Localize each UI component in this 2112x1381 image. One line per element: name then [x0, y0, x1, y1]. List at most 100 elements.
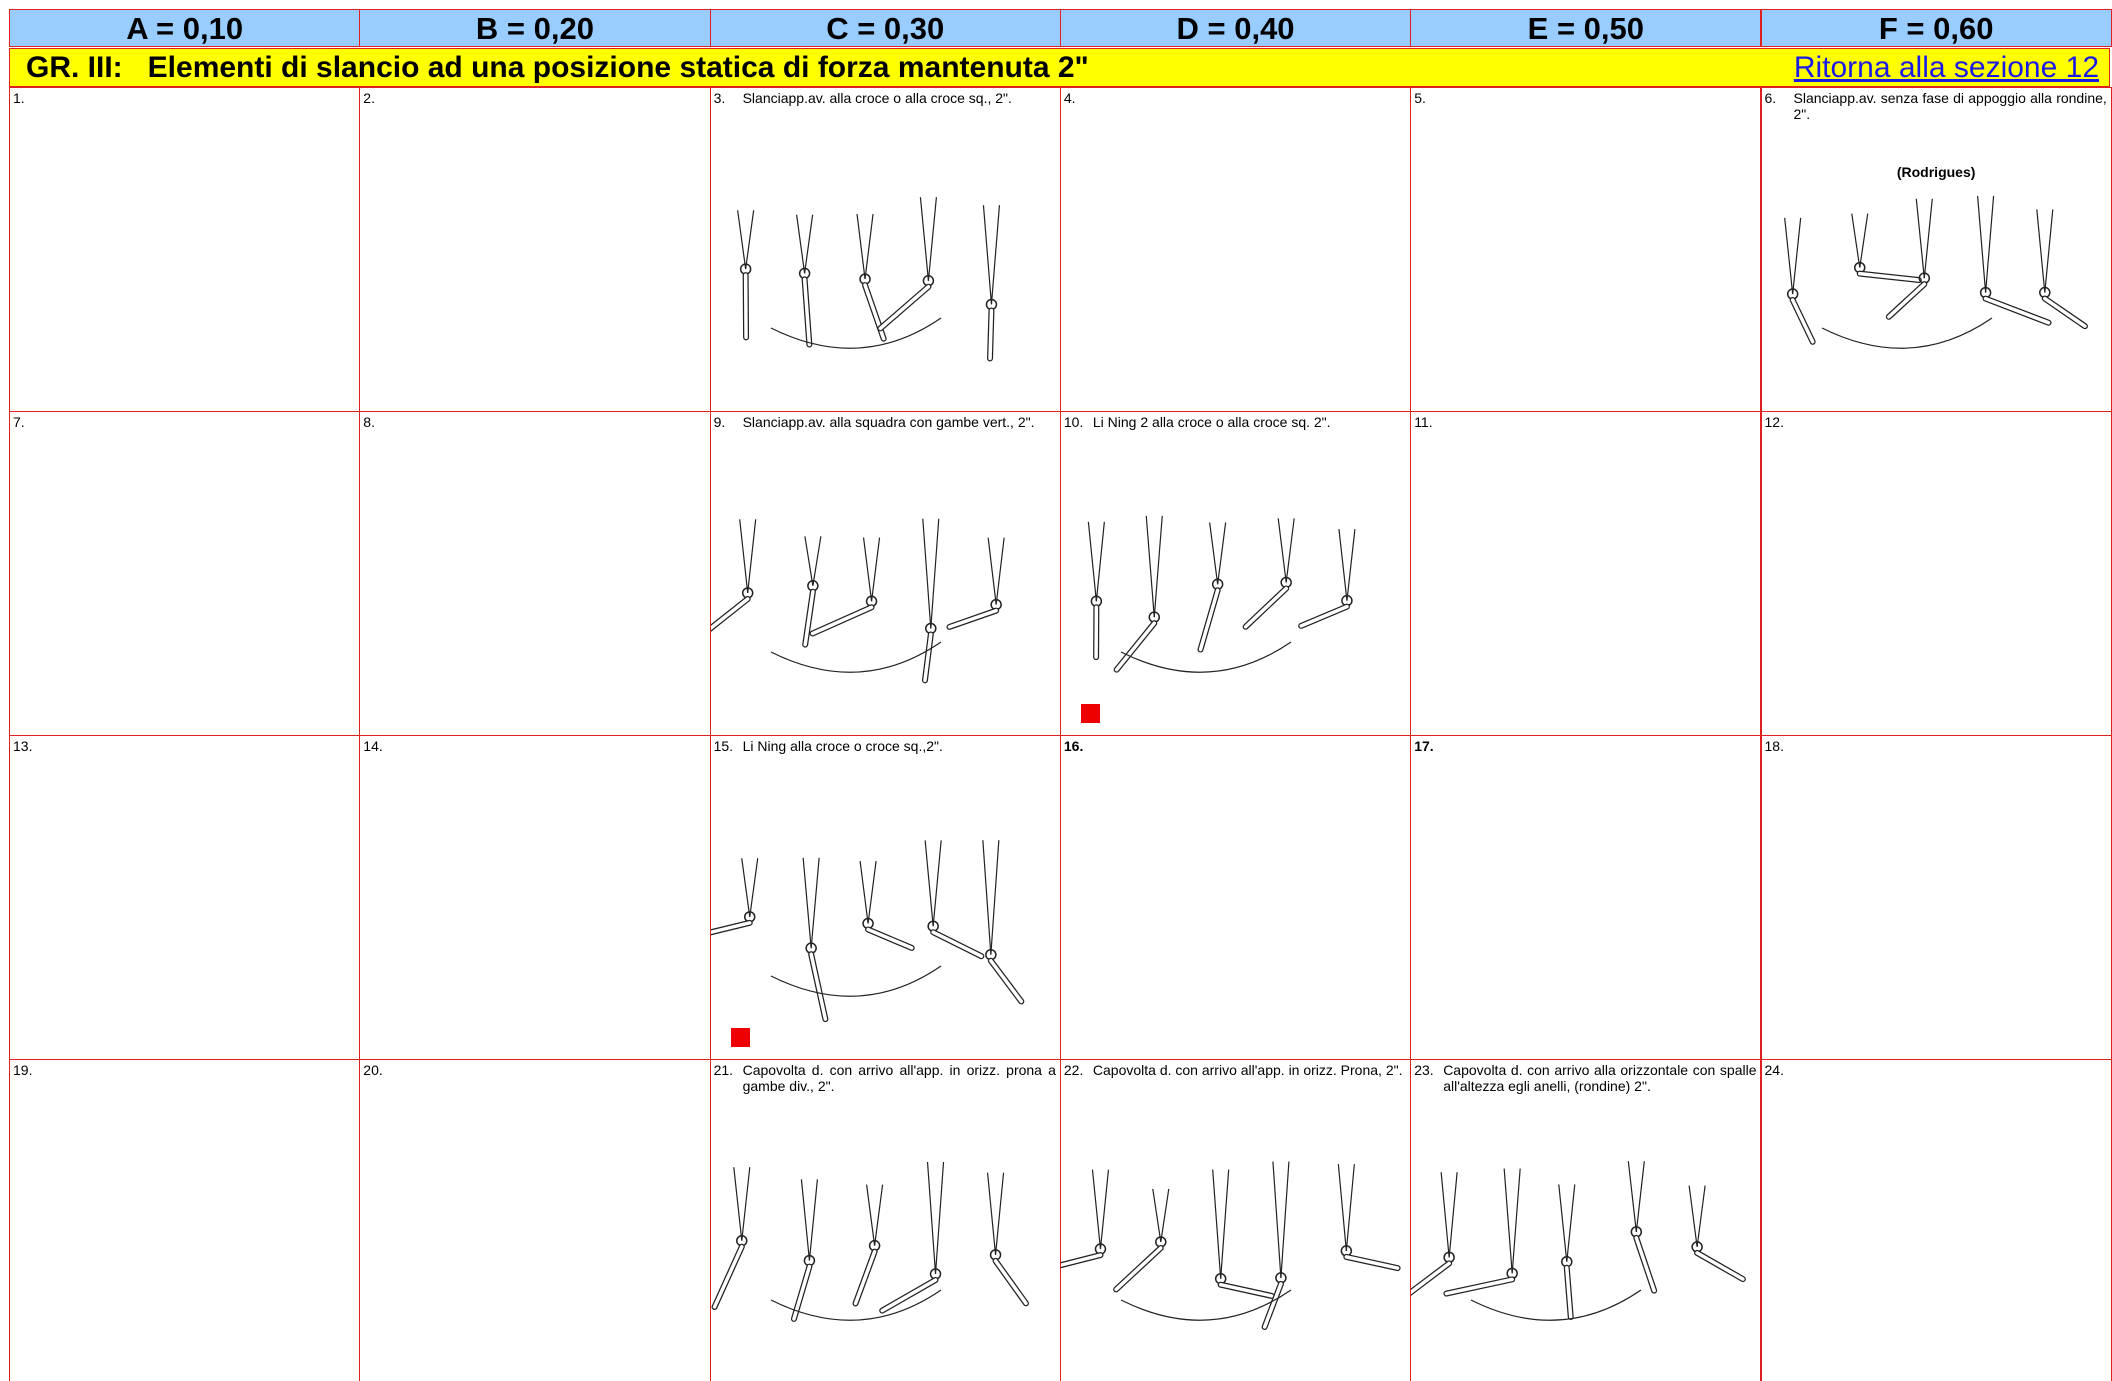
sketch-stroke [1145, 515, 1155, 618]
sketch-stroke [802, 857, 812, 949]
sketch-stroke [1566, 1184, 1576, 1262]
illustration [710, 840, 1024, 1023]
element-description: Li Ning alla croce o croce sq.,2". [742, 738, 943, 754]
element-cell: 24. [1760, 1059, 2112, 1381]
sketch-stroke [1114, 1246, 1163, 1292]
sketch-stroke [921, 518, 931, 629]
sketch-stroke [1087, 521, 1097, 602]
sketch-stroke [981, 840, 992, 955]
element-number: 17. [1414, 738, 1434, 754]
sketch-stroke [1299, 604, 1349, 628]
red-marker [730, 1028, 750, 1047]
sketch-stroke [1470, 1289, 1642, 1321]
sketch-stroke [922, 632, 933, 683]
sketch-stroke [1060, 1253, 1103, 1267]
group-title: GR. III: Elementi di slancio ad una posi… [26, 51, 1089, 84]
element-cell: 3. Slanciapp.av. alla croce o alla croce … [709, 87, 1061, 412]
sketch-stroke [1277, 518, 1287, 583]
sketch-stroke [1262, 1282, 1283, 1329]
element-number: 3. [713, 90, 726, 106]
sketch-stroke [1114, 621, 1156, 672]
sketch-stroke [1160, 1188, 1170, 1243]
sketch-stroke [865, 1184, 875, 1246]
sketch-stroke [712, 1244, 744, 1309]
sketch-stroke [1850, 213, 1860, 268]
element-cell: 12. [1760, 411, 2112, 736]
sketch-stroke [934, 1161, 944, 1275]
sketch-stroke [1120, 641, 1292, 673]
element-cell: 1. [9, 87, 361, 412]
sketch-stroke [1790, 298, 1814, 344]
sketch-stroke [989, 840, 1000, 955]
sketch-stroke [1821, 317, 1992, 349]
element-cell: 7. [9, 411, 361, 736]
sketch-stroke [1198, 588, 1220, 652]
sketch-stroke [732, 1167, 742, 1241]
sketch-stroke [1091, 1169, 1101, 1250]
element-description: Slanciapp.av. alla squadra con gambe ver… [742, 414, 1035, 430]
sketch-stroke [880, 1278, 937, 1313]
sketch-stroke [1448, 1172, 1458, 1258]
element-number: 24. [1764, 1062, 1784, 1078]
sketch-stroke [710, 597, 750, 631]
element-number: 10. [1063, 414, 1084, 430]
sketch-stroke [1696, 1185, 1706, 1247]
sketch-stroke [1440, 1172, 1450, 1258]
sketch-stroke [808, 952, 827, 1021]
sketch-stroke [919, 197, 929, 281]
section-link[interactable]: Ritorna alla sezione 12 [1793, 51, 2099, 84]
column-header: E = 0,50 [1410, 9, 1762, 47]
sketch-stroke [1337, 1164, 1347, 1251]
sketch-stroke [929, 518, 939, 629]
sketch-stroke [924, 840, 934, 927]
sketch-stroke [770, 641, 941, 673]
element-cell: 23. Capovolta d. con arrivo alla orizzont… [1410, 1059, 1762, 1381]
element-number: 4. [1063, 90, 1076, 106]
sketch-stroke [993, 1259, 1028, 1306]
sketch-stroke [795, 214, 805, 274]
sketch-stroke [867, 861, 877, 924]
sketch-stroke [856, 213, 866, 280]
sketch-stroke [1099, 1169, 1109, 1250]
element-number: 5. [1414, 90, 1426, 106]
element-cell: 11. [1410, 411, 1762, 736]
sketch-stroke [740, 858, 750, 917]
element-cell: 6. Slanciapp.av. senza fase di appoggio a… [1760, 87, 2112, 412]
sketch-stroke [947, 608, 998, 629]
sketch-stroke [1695, 1251, 1745, 1281]
red-marker [1080, 704, 1100, 723]
sketch-stroke [1791, 217, 1801, 295]
sketch-stroke [810, 605, 873, 636]
element-description: Capovolta d. con arrivo alla orizzontale… [1443, 1062, 1757, 1094]
element-cell: 15. Li Ning alla croce o croce sq.,2". [709, 735, 1061, 1060]
sketch-stroke [1983, 296, 2050, 325]
sketch-stroke [930, 930, 983, 958]
sketch-stroke [740, 1167, 750, 1241]
element-cell: 18. [1760, 735, 2112, 1060]
element-number: 13. [13, 738, 33, 754]
sketch-stroke [1219, 1169, 1230, 1279]
element-number: 23. [1414, 1062, 1434, 1078]
sketch-stroke [1858, 213, 1868, 268]
sketch-stroke [1411, 1261, 1452, 1295]
sketch-stroke [738, 519, 748, 594]
illustration [1087, 515, 1356, 673]
sketch-stroke [800, 1179, 810, 1261]
sketch-stroke [803, 590, 815, 647]
sketch-stroke [927, 197, 937, 281]
sketch-stroke [865, 927, 914, 950]
sketch-stroke [802, 277, 811, 347]
group-row: GR. III: Elementi di slancio ad una posi… [9, 48, 2110, 87]
sketch-stroke [803, 536, 814, 586]
sketch-stroke [1444, 1277, 1515, 1296]
sketch-stroke [1783, 217, 1793, 295]
element-number: 8. [363, 414, 375, 430]
element-cell: 17. [1410, 735, 1762, 1060]
sketch-stroke [878, 285, 930, 331]
element-cell: 9. Slanciapp.av. alla squadra con gambe v… [709, 411, 1061, 736]
sketch-stroke [770, 965, 941, 997]
sketch-stroke [746, 519, 756, 594]
sketch-stroke [1346, 529, 1356, 601]
sketch-stroke [748, 858, 758, 917]
sketch-stroke [2035, 209, 2045, 293]
